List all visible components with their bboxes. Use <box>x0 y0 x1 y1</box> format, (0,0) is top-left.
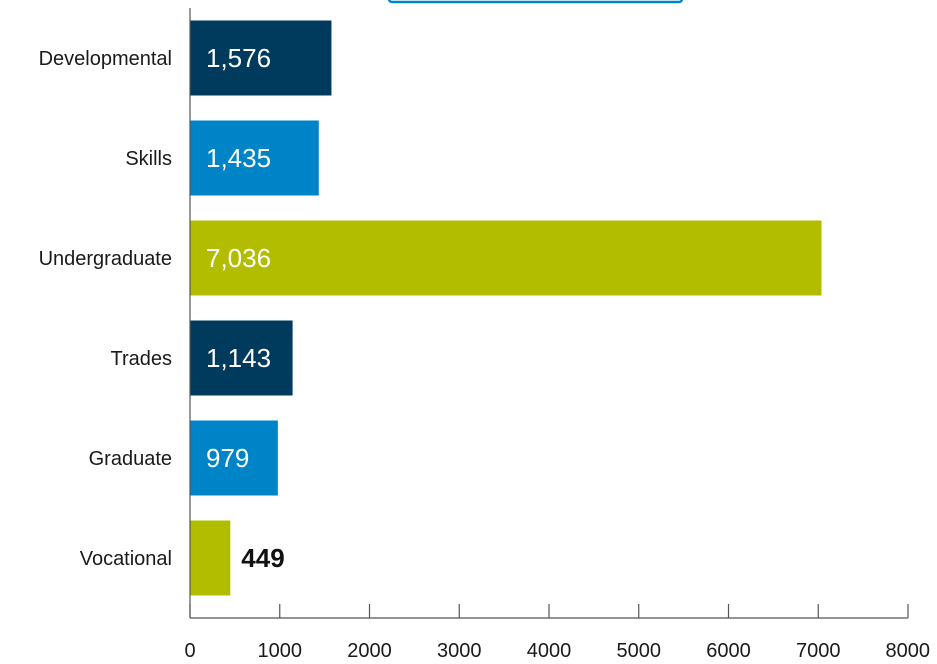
legend-box <box>387 0 684 4</box>
x-tick-label: 8000 <box>886 640 931 662</box>
value-label: 979 <box>206 443 249 473</box>
x-tick-label: 5000 <box>617 640 662 662</box>
bar-skills <box>190 120 319 196</box>
x-tick-label: 2000 <box>347 640 392 662</box>
x-tick-label: 3000 <box>437 640 482 662</box>
category-label: Graduate <box>89 448 172 470</box>
value-label: 7,036 <box>206 243 271 273</box>
x-tick-label: 0 <box>184 640 195 662</box>
bar-vocational <box>190 520 231 596</box>
category-label: Undergraduate <box>39 248 172 270</box>
value-label: 1,576 <box>206 43 271 73</box>
x-tick-label: 4000 <box>527 640 572 662</box>
value-label: 1,143 <box>206 343 271 373</box>
value-label: 449 <box>241 543 284 573</box>
category-label: Skills <box>125 148 172 170</box>
bar-developmental <box>190 20 332 96</box>
category-label: Trades <box>110 348 172 370</box>
x-tick-label: 1000 <box>258 640 303 662</box>
bar-trades <box>190 320 293 396</box>
bar-graduate <box>190 420 278 496</box>
category-label: Vocational <box>80 548 172 570</box>
bar-undergraduate <box>190 220 822 296</box>
x-tick-label: 7000 <box>796 640 841 662</box>
category-label: Developmental <box>39 48 172 70</box>
x-tick-label: 6000 <box>706 640 751 662</box>
value-label: 1,435 <box>206 143 271 173</box>
